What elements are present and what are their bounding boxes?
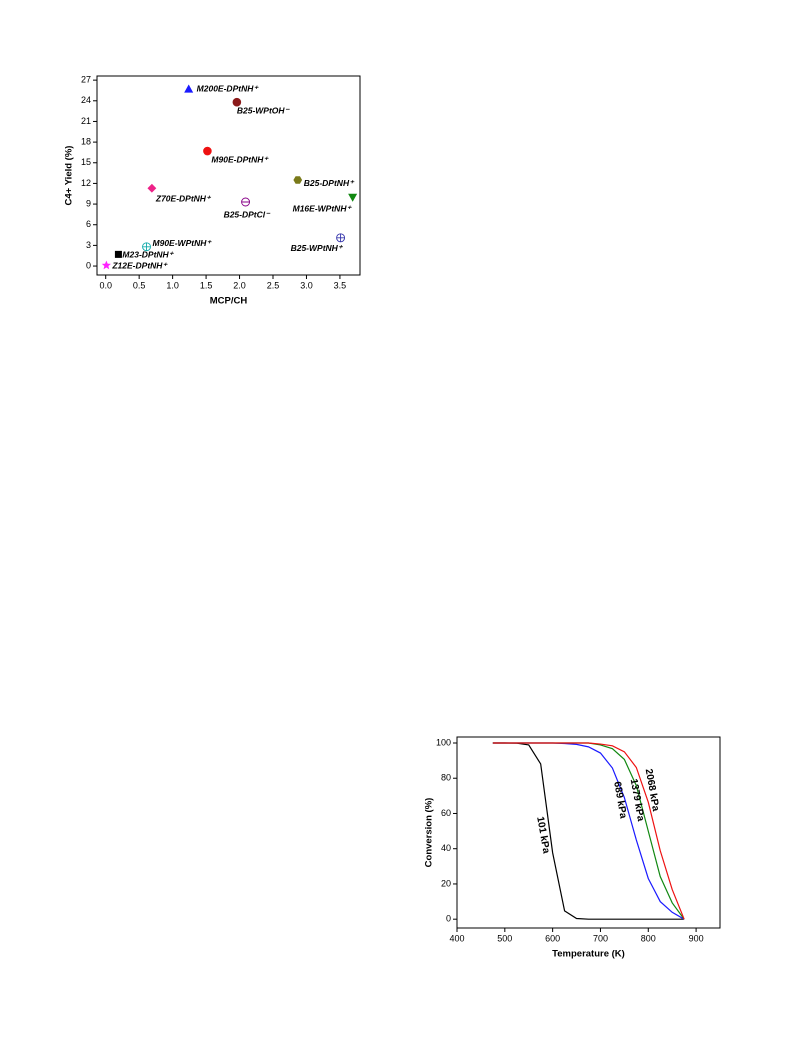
data-point: [184, 84, 194, 93]
data-point: [348, 193, 358, 202]
data-point: [147, 183, 157, 193]
y-tick-label: 18: [81, 136, 91, 146]
x-tick-label: 1.0: [166, 280, 179, 290]
y-tick-label: 15: [81, 157, 91, 167]
data-point: [293, 176, 303, 184]
y-tick-label: 3: [86, 240, 91, 250]
x-tick-label: 3.5: [334, 280, 347, 290]
y-tick-label: 0: [446, 914, 451, 924]
x-axis-label: Temperature (K): [552, 949, 625, 960]
x-tick-label: 600: [545, 933, 560, 943]
point-label: Z12E-DPtNH⁺: [111, 261, 168, 271]
plot-frame: [456, 736, 721, 929]
y-tick-label: 6: [86, 219, 91, 229]
x-tick-label: 700: [593, 933, 608, 943]
y-tick-label: 9: [86, 198, 91, 208]
y-tick-label: 20: [441, 878, 451, 888]
point-label: B25-DPtNH⁺: [304, 178, 355, 188]
data-point: [101, 260, 111, 270]
y-axis-label: Conversion (%): [424, 798, 435, 868]
point-label: M200E-DPtNH⁺: [197, 83, 260, 93]
y-axis-label: C4+ Yield (%): [64, 146, 75, 206]
point-label: B25-WPtOH⁻: [237, 105, 291, 115]
x-tick-label: 900: [689, 933, 704, 943]
series-label: 2068 kPa: [643, 768, 661, 813]
y-tick-label: 80: [441, 773, 451, 783]
plot-frame: [96, 75, 361, 276]
data-point: [114, 250, 122, 258]
y-tick-label: 27: [81, 75, 91, 85]
x-tick-label: 0.0: [99, 280, 112, 290]
data-point: [203, 146, 212, 156]
x-tick-label: 500: [497, 933, 512, 943]
series-label: 1379 kPa: [628, 778, 646, 823]
y-tick-label: 24: [81, 95, 91, 105]
data-point: [336, 233, 346, 243]
x-tick-label: 800: [641, 933, 656, 943]
x-tick-label: 400: [449, 933, 464, 943]
data-point: [232, 97, 242, 107]
x-tick-label: 1.5: [200, 280, 213, 290]
y-tick-label: 0: [86, 260, 91, 270]
point-label: M16E-WPtNH⁺: [293, 203, 353, 213]
x-tick-label: 0.5: [133, 280, 146, 290]
y-tick-label: 12: [81, 178, 91, 188]
data-point: [142, 242, 151, 252]
y-tick-label: 100: [436, 737, 451, 747]
point-label: B25-DPtCl⁻: [224, 209, 272, 219]
y-tick-label: 40: [441, 843, 451, 853]
x-axis-label: MCP/CH: [210, 296, 248, 307]
point-label: M90E-DPtNH⁺: [211, 154, 269, 164]
y-tick-label: 21: [81, 116, 91, 126]
point-label: M23-DPtNH⁺: [122, 250, 174, 260]
data-point: [241, 197, 251, 207]
series-label: 689 kPa: [611, 781, 628, 820]
x-tick-label: 3.0: [300, 280, 313, 290]
x-tick-label: 2.5: [267, 280, 280, 290]
point-label: B25-WPtNH⁺: [291, 243, 344, 253]
line: [492, 742, 685, 920]
line: [492, 742, 685, 920]
point-label: Z70E-DPtNH⁺: [155, 193, 212, 203]
point-label: M90E-WPtNH⁺: [153, 238, 213, 248]
y-tick-label: 60: [441, 808, 451, 818]
x-tick-label: 2.0: [233, 280, 246, 290]
